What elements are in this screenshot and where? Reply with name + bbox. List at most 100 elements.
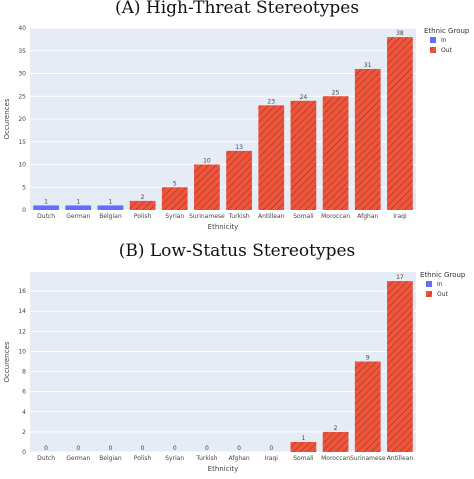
data-label-turkish: 13: [235, 144, 243, 151]
data-label-moroccan: 2: [334, 425, 338, 432]
data-label-polish: 0: [141, 445, 145, 452]
legend-title: Ethnic Group: [424, 27, 470, 35]
x-tick-label: Turkish: [195, 455, 217, 462]
x-tick-label: Iraqi: [393, 213, 407, 220]
x-tick-label: Polish: [134, 455, 152, 462]
data-label-surinamese: 9: [366, 354, 370, 361]
data-label-syrian: 5: [173, 180, 177, 187]
data-label-antillean: 23: [267, 98, 275, 105]
y-tick-label: 15: [18, 139, 26, 146]
y-tick-label: 10: [18, 348, 26, 355]
x-tick-label: Polish: [134, 213, 152, 220]
bar-turkish: [226, 150, 252, 210]
y-tick-label: 4: [22, 409, 26, 416]
bar-antillean: [387, 281, 413, 452]
legend-label-out: Out: [437, 291, 449, 298]
bar-somali: [290, 441, 317, 452]
legend-swatch-out: [426, 291, 432, 297]
y-tick-label: 0: [22, 449, 26, 456]
legend-label-in: In: [441, 37, 447, 44]
x-tick-label: Moroccan: [321, 455, 350, 462]
data-label-antillean: 17: [396, 274, 404, 281]
y-tick-label: 8: [22, 369, 26, 376]
x-tick-label: German: [66, 455, 90, 462]
y-tick-label: 14: [18, 308, 26, 315]
x-tick-label: Afghan: [357, 213, 378, 220]
x-tick-label: Syrian: [165, 455, 184, 462]
data-label-belgian: 0: [109, 445, 113, 452]
x-tick-label: Turkish: [228, 213, 250, 220]
bar-german: [65, 205, 92, 210]
chart-b-title: (B) Low-Status Stereotypes: [118, 241, 356, 261]
x-tick-label: Antillean: [387, 455, 414, 462]
y-tick-label: 0: [22, 207, 26, 214]
x-tick-label: Iraqi: [265, 455, 279, 462]
x-tick-label: Surinamese: [350, 455, 386, 462]
legend-swatch-in: [430, 37, 436, 43]
data-label-surinamese: 10: [203, 158, 211, 165]
y-tick-label: 16: [18, 288, 26, 295]
x-tick-label: Dutch: [37, 455, 55, 462]
x-tick-label: Dutch: [37, 213, 55, 220]
data-label-syrian: 0: [173, 445, 177, 452]
data-label-dutch: 0: [44, 445, 48, 452]
legend-title: Ethnic Group: [420, 271, 466, 279]
data-label-somali: 1: [302, 435, 306, 442]
bar-iraqi: [387, 37, 413, 210]
chart-b: 02468101214160Dutch0German0Belgian0Polis…: [3, 271, 466, 473]
data-label-german: 0: [76, 445, 80, 452]
x-tick-label: Afghan: [229, 455, 250, 462]
y-tick-label: 6: [22, 389, 26, 396]
y-tick-label: 20: [18, 116, 26, 123]
x-axis-title: Ethnicity: [208, 465, 239, 473]
legend-swatch-in: [426, 281, 432, 287]
y-tick-label: 2: [22, 429, 26, 436]
x-tick-label: Somali: [293, 213, 314, 220]
data-label-afghan: 31: [364, 62, 372, 69]
y-tick-label: 35: [18, 48, 26, 55]
x-tick-label: Surinamese: [189, 213, 225, 220]
y-tick-label: 40: [18, 25, 26, 32]
data-label-somali: 24: [300, 94, 308, 101]
x-tick-label: Moroccan: [321, 213, 350, 220]
x-tick-label: Antillean: [258, 213, 285, 220]
bar-surinamese: [194, 164, 220, 210]
y-axis-title: Occurences: [3, 341, 11, 382]
bar-antillean: [258, 105, 285, 210]
x-tick-label: Syrian: [165, 213, 184, 220]
legend-label-in: In: [437, 281, 443, 288]
x-axis-title: Ethnicity: [208, 223, 239, 231]
chart-a-title: (A) High-Threat Stereotypes: [114, 0, 360, 18]
bar-syrian: [161, 187, 188, 210]
x-tick-label: Belgian: [99, 213, 122, 220]
data-label-belgian: 1: [109, 198, 113, 205]
y-tick-label: 5: [22, 184, 26, 191]
data-label-turkish: 0: [205, 445, 209, 452]
bar-moroccan: [322, 431, 349, 452]
legend-label-out: Out: [441, 47, 453, 54]
y-tick-label: 10: [18, 162, 26, 169]
bar-moroccan: [322, 96, 349, 210]
data-label-iraqi: 0: [269, 445, 273, 452]
bar-dutch: [33, 205, 59, 210]
data-label-afghan: 0: [237, 445, 241, 452]
legend-swatch-out: [430, 47, 436, 53]
y-axis-title: Occurences: [3, 98, 11, 139]
data-label-dutch: 1: [44, 198, 48, 205]
data-label-polish: 2: [141, 194, 145, 201]
y-tick-label: 25: [18, 93, 26, 100]
data-label-moroccan: 25: [332, 89, 340, 96]
bar-somali: [290, 100, 317, 210]
data-label-german: 1: [76, 198, 80, 205]
data-label-iraqi: 38: [396, 30, 404, 37]
x-tick-label: German: [66, 213, 90, 220]
bar-afghan: [354, 68, 381, 210]
x-tick-label: Belgian: [99, 455, 122, 462]
y-tick-label: 12: [18, 328, 26, 335]
plot-area: [30, 272, 416, 452]
bar-surinamese: [354, 361, 381, 452]
y-tick-label: 30: [18, 71, 26, 78]
x-tick-label: Somali: [293, 455, 314, 462]
bar-belgian: [97, 205, 124, 210]
bar-polish: [129, 200, 156, 210]
